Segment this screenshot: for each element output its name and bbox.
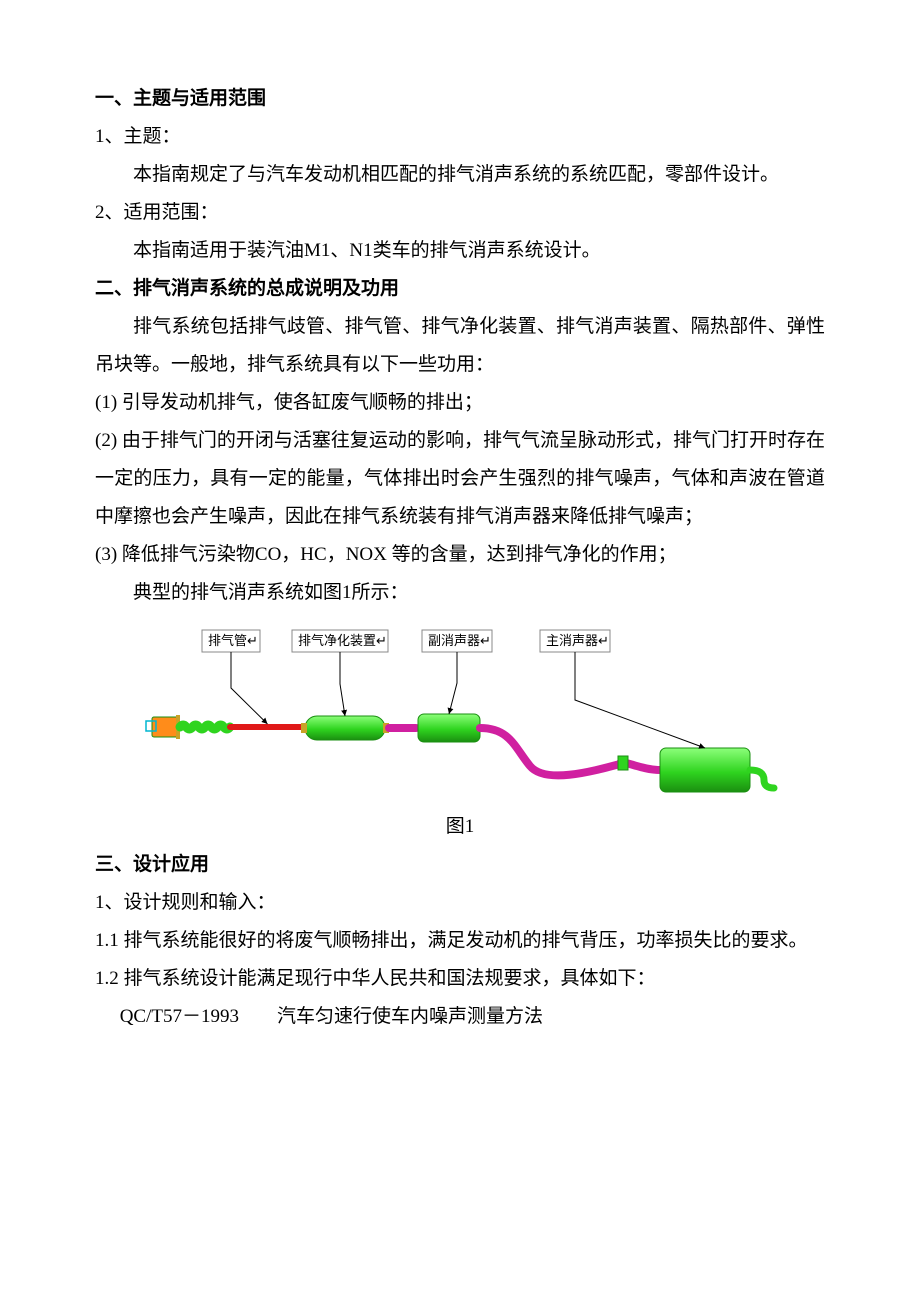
section3-title: 三、设计应用 (95, 846, 825, 884)
section3-p2: 1.2 排气系统设计能满足现行中华人民共和国法规要求，具体如下： (95, 960, 825, 998)
section2-list2: (2) 由于排气门的开闭与活塞往复运动的影响，排气气流呈脉动形式，排气门打开时存… (95, 422, 825, 536)
section3-p1: 1.1 排气系统能很好的将废气顺畅排出，满足发动机的排气背压，功率损失比的要求。 (95, 922, 825, 960)
section1-p2: 本指南适用于装汽油M1、N1类车的排气消声系统设计。 (95, 232, 825, 270)
section3-item1: 1、设计规则和输入： (95, 884, 825, 922)
exhaust-diagram: 排气管↵ 排气净化装置↵ 副消声器↵ 主消声器↵ (140, 622, 780, 802)
svg-text:排气净化装置↵: 排气净化装置↵ (298, 633, 387, 648)
section2-list3: (3) 降低排气污染物CO，HC，NOX 等的含量，达到排气净化的作用； (95, 536, 825, 574)
section2-p1: 排气系统包括排气歧管、排气管、排气净化装置、排气消声装置、隔热部件、弹性吊块等。… (95, 308, 825, 384)
svg-text:副消声器↵: 副消声器↵ (428, 633, 491, 648)
svg-text:排气管↵: 排气管↵ (208, 633, 258, 648)
section1-title: 一、主题与适用范围 (95, 80, 825, 118)
section2-list1: (1) 引导发动机排气，使各缸废气顺畅的排出； (95, 384, 825, 422)
section2-p2: 典型的排气消声系统如图1所示： (95, 574, 825, 612)
figure1-caption: 图1 (95, 808, 825, 846)
section3-std1: QC/T57－1993 汽车匀速行使车内噪声测量方法 (95, 998, 825, 1036)
section1-item1: 1、主题： (95, 118, 825, 156)
svg-text:主消声器↵: 主消声器↵ (546, 633, 609, 648)
section1-p1: 本指南规定了与汽车发动机相匹配的排气消声系统的系统匹配，零部件设计。 (95, 156, 825, 194)
section2-title: 二、排气消声系统的总成说明及功用 (95, 270, 825, 308)
section1-item2: 2、适用范围： (95, 194, 825, 232)
figure1: 排气管↵ 排气净化装置↵ 副消声器↵ 主消声器↵ (140, 622, 780, 802)
